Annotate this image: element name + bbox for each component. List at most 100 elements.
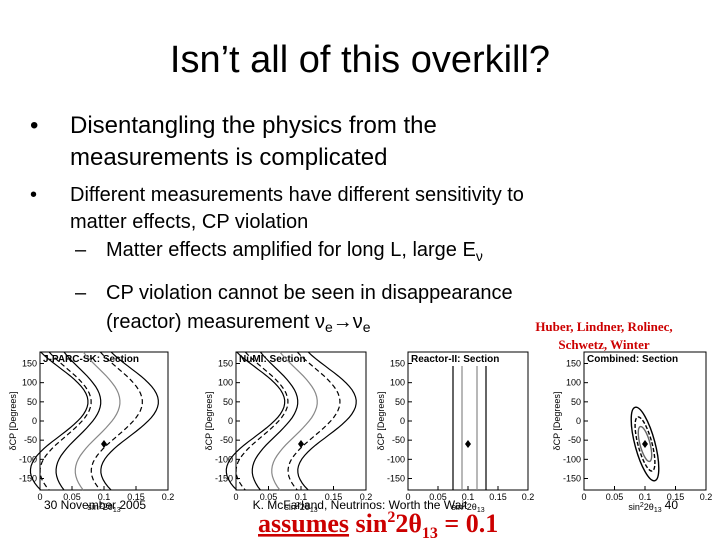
x-tick-label: 0 — [405, 492, 410, 502]
contour — [235, 351, 289, 491]
supscript: 2 — [296, 502, 300, 509]
sub-bullet: CP violation cannot be seen in disappear… — [106, 282, 513, 304]
bullet-2: • Different measurements have different … — [30, 184, 524, 335]
x-tick-label: 0.2 — [162, 492, 175, 502]
panel-title: NuMI: Section — [239, 354, 306, 365]
text: →ν — [333, 311, 363, 333]
bullet-text: measurements is complicated — [70, 144, 387, 171]
subscript: ν — [476, 248, 483, 264]
contour — [297, 351, 357, 491]
x-axis-label: sin22θ13 — [87, 502, 120, 514]
y-tick-label: -50 — [392, 435, 405, 445]
citation-line: Huber, Lindner, Rolinec, — [535, 319, 672, 334]
contour — [251, 351, 299, 491]
bullet-text: Disentangling the physics from the — [70, 112, 437, 139]
x-tick-label: 0 — [581, 492, 586, 502]
subscript: 13 — [422, 525, 438, 540]
y-tick-label: -50 — [24, 435, 37, 445]
contour — [637, 425, 653, 463]
y-tick-label: -50 — [568, 435, 581, 445]
text: 2θ — [467, 502, 477, 512]
y-tick-label: -100 — [215, 454, 233, 464]
true-value-marker — [642, 440, 648, 448]
supscript: 2 — [99, 502, 103, 509]
footer-page: 40 — [665, 498, 679, 512]
x-tick-label: 0.2 — [522, 492, 535, 502]
true-value-marker — [298, 440, 304, 448]
y-axis-label: δCP [Degrees] — [204, 392, 214, 451]
x-tick-label: 0.15 — [127, 492, 145, 502]
y-tick-label: -150 — [19, 474, 37, 484]
contour — [287, 351, 341, 491]
contour — [100, 351, 159, 491]
y-axis-label: δCP [Degrees] — [376, 392, 386, 451]
x-tick-label: 0.2 — [700, 492, 713, 502]
footer: 30 November 2005 K. McFarland, Neutrinos… — [44, 498, 678, 512]
x-tick-label: 0.1 — [98, 492, 111, 502]
y-tick-label: -50 — [220, 435, 233, 445]
x-tick-label: 0.15 — [489, 492, 507, 502]
text: 2θ — [103, 502, 113, 512]
footer-date: 30 November 2005 — [44, 498, 146, 512]
text: (reactor) measurement ν — [106, 311, 325, 333]
superscript: 2 — [387, 509, 395, 526]
dash: – — [75, 282, 87, 304]
text: Matter effects amplified for long L, lar… — [106, 239, 476, 261]
y-tick-label: 50 — [571, 397, 581, 407]
y-tick-label: 0 — [32, 416, 37, 426]
y-tick-label: 150 — [390, 359, 405, 369]
contour — [630, 406, 660, 482]
x-tick-label: 0.1 — [295, 492, 308, 502]
x-tick-label: 0.05 — [260, 492, 278, 502]
y-tick-label: -150 — [215, 474, 233, 484]
y-tick-label: 50 — [395, 397, 405, 407]
contour — [39, 351, 92, 491]
contour — [74, 351, 121, 491]
y-tick-label: -150 — [387, 474, 405, 484]
y-tick-label: 150 — [22, 359, 37, 369]
sub-bullet: (reactor) measurement νe→νe — [106, 311, 371, 335]
contour — [634, 416, 656, 472]
plot-frame — [235, 351, 367, 491]
panel-title: Reactor-II: Section — [411, 354, 499, 365]
text: sin — [284, 502, 296, 512]
y-tick-label: -100 — [19, 454, 37, 464]
x-tick-label: 0.2 — [360, 492, 373, 502]
plot-frame — [583, 351, 707, 491]
bullet-dot: • — [30, 184, 37, 206]
text: sin — [628, 502, 640, 512]
text: sin — [451, 502, 463, 512]
slide-title: Isn’t all of this overkill? — [170, 39, 550, 81]
bullet-1: • Disentangling the physics from the mea… — [30, 112, 437, 171]
citation-line: Schwetz, Winter — [558, 337, 649, 352]
y-tick-label: 0 — [228, 416, 233, 426]
subscript: e — [325, 319, 333, 335]
x-tick-label: 0 — [37, 492, 42, 502]
y-tick-label: -100 — [563, 454, 581, 464]
contour — [55, 351, 102, 491]
subscript: e — [363, 319, 371, 335]
supscript: 2 — [463, 502, 467, 509]
sub-bullet: Matter effects amplified for long L, lar… — [106, 239, 483, 264]
y-tick-label: 100 — [566, 378, 581, 388]
text: = 0.1 — [438, 509, 498, 538]
y-tick-label: 150 — [218, 359, 233, 369]
y-axis-label: δCP [Degrees] — [552, 392, 562, 451]
y-tick-label: 50 — [223, 397, 233, 407]
subscript: 13 — [113, 507, 121, 514]
dash: – — [75, 239, 87, 261]
x-tick-label: 0.15 — [325, 492, 343, 502]
x-tick-label: 0.05 — [606, 492, 624, 502]
bullet-text: matter effects, CP violation — [70, 211, 308, 233]
text: sin — [349, 509, 388, 538]
text: 2θ — [644, 502, 654, 512]
true-value-marker — [101, 440, 107, 448]
contour — [271, 351, 318, 491]
x-tick-label: 0.1 — [462, 492, 475, 502]
x-axis-label: sin22θ13 — [284, 502, 317, 514]
plot-frame — [407, 351, 529, 491]
